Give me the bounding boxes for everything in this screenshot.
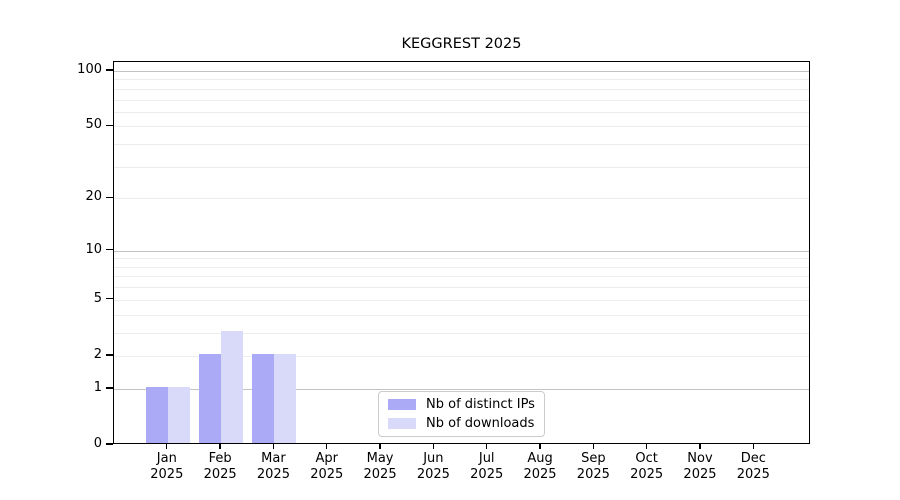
gridline-y-9 [114, 258, 809, 260]
x-tick-label-mar: Mar 2025 [256, 451, 290, 482]
bar-mar-nb-of-downloads [274, 353, 297, 443]
x-tick-label-feb: Feb 2025 [203, 451, 237, 482]
gridline-y-100 [114, 70, 809, 73]
bar-jan-nb-of-downloads [167, 386, 190, 443]
x-tick-jan [166, 443, 168, 449]
y-tick-label-2: 2 [93, 346, 102, 362]
x-tick-label-nov: Nov 2025 [683, 451, 717, 482]
legend-label-distinct-ips: Nb of distinct IPs [426, 397, 535, 413]
x-tick-jun [432, 443, 435, 449]
gridline-y-40 [114, 144, 809, 146]
gridline-y-60 [114, 111, 809, 113]
x-tick-label-sep: Sep 2025 [576, 451, 610, 482]
bar-feb-nb-of-distinct-ips [199, 353, 222, 443]
x-tick-label-apr: Apr 2025 [310, 451, 344, 482]
gridline-y-10 [114, 250, 809, 253]
x-tick-apr [326, 443, 328, 449]
y-tick-label-100: 100 [77, 61, 102, 77]
x-tick-aug [539, 443, 541, 449]
y-tick-label-0: 0 [93, 436, 102, 451]
x-tick-label-aug: Aug 2025 [523, 451, 557, 482]
y-tick-20 [106, 196, 113, 198]
y-tick-0 [106, 443, 113, 445]
y-tick-label-1: 1 [93, 379, 102, 395]
x-tick-feb [219, 443, 221, 449]
plot-area [113, 61, 810, 444]
y-tick-50 [106, 124, 113, 127]
x-tick-oct [645, 443, 648, 449]
x-tick-label-may: May 2025 [363, 451, 397, 482]
legend-item-distinct-ips: Nb of distinct IPs [388, 397, 535, 412]
x-tick-sep [592, 443, 595, 449]
y-tick-label-5: 5 [93, 290, 102, 306]
bar-jan-nb-of-distinct-ips [145, 386, 168, 443]
gridline-y-90 [114, 79, 809, 81]
y-tick-label-50: 50 [85, 117, 102, 133]
x-tick-label-oct: Oct 2025 [630, 451, 664, 482]
gridline-y-8 [114, 266, 809, 268]
x-tick-jul [486, 443, 488, 449]
gridline-y-2 [114, 355, 809, 357]
y-tick-5 [106, 298, 113, 300]
x-tick-label-jan: Jan 2025 [150, 451, 184, 482]
gridline-y-70 [114, 99, 809, 101]
gridline-y-6 [114, 287, 809, 289]
y-tick-2 [106, 354, 113, 356]
x-tick-may [379, 443, 381, 449]
x-tick-dec [752, 443, 754, 449]
x-tick-mar [272, 443, 275, 449]
x-tick-nov [699, 443, 701, 449]
legend-swatch-downloads [388, 417, 416, 429]
x-tick-label-jul: Jul 2025 [470, 451, 504, 482]
bar-mar-nb-of-distinct-ips [252, 353, 275, 443]
y-tick-1 [106, 387, 113, 389]
y-tick-10 [106, 248, 113, 251]
bar-feb-nb-of-downloads [221, 330, 244, 443]
y-tick-label-10: 10 [85, 241, 102, 257]
y-tick-100 [106, 69, 113, 71]
gridline-y-30 [114, 166, 809, 168]
chart-title: KEGGREST 2025 [401, 36, 522, 52]
x-tick-label-dec: Dec 2025 [736, 451, 770, 482]
gridline-y-1 [114, 388, 809, 391]
legend-item-downloads: Nb of downloads [388, 416, 535, 431]
gridline-y-4 [114, 314, 809, 316]
legend-swatch-distinct-ips [388, 399, 416, 411]
gridline-y-80 [114, 88, 809, 90]
legend-label-downloads: Nb of downloads [426, 415, 535, 431]
gridline-y-5 [114, 299, 809, 301]
legend: Nb of distinct IPs Nb of downloads [378, 391, 545, 437]
y-tick-label-20: 20 [85, 189, 102, 205]
gridline-y-7 [114, 276, 809, 278]
gridline-y-20 [114, 198, 809, 200]
x-tick-label-jun: Jun 2025 [416, 451, 450, 482]
gridline-y-50 [114, 126, 809, 128]
gridline-y-3 [114, 332, 809, 334]
